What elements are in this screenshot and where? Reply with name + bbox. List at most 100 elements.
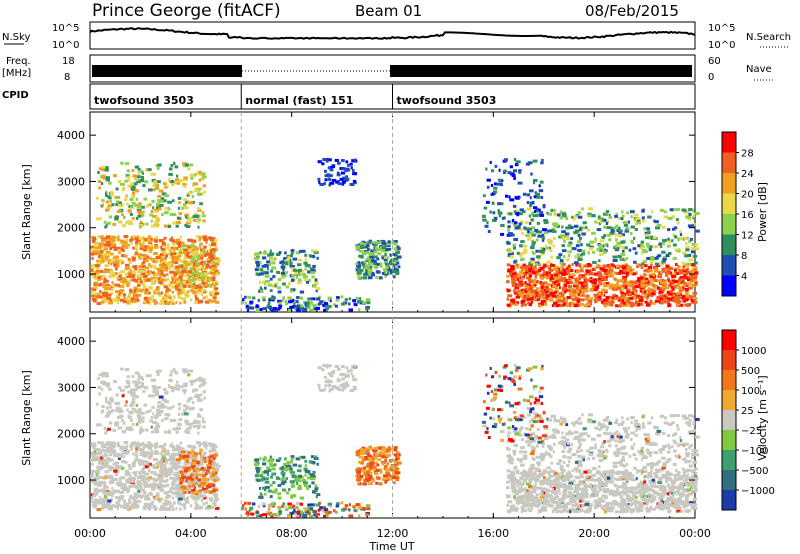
- power-cell: [657, 279, 662, 283]
- power-cell: [185, 253, 189, 257]
- velocity-cell: [142, 466, 146, 470]
- power-cell: [168, 178, 171, 182]
- velocity-cell: [314, 486, 319, 490]
- power-cell: [632, 247, 637, 251]
- velocity-cell: [191, 491, 196, 495]
- power-cell: [351, 159, 354, 163]
- power-cell: [178, 259, 183, 263]
- power-cell: [625, 256, 629, 260]
- power-cell: [506, 269, 512, 273]
- power-cell: [102, 293, 107, 297]
- power-cell: [688, 212, 692, 216]
- power-cell: [543, 302, 548, 306]
- power-cell: [547, 273, 551, 277]
- velocity-cell: [173, 477, 179, 481]
- power-cell: [137, 276, 142, 280]
- power-cell: [621, 214, 625, 218]
- power-cell: [646, 245, 651, 249]
- power-cell: [186, 216, 189, 220]
- power-cell: [534, 228, 539, 232]
- velocity-cell: [278, 457, 282, 461]
- power-cell: [520, 257, 525, 261]
- velocity-cell: [104, 396, 108, 400]
- power-cell: [141, 222, 145, 226]
- freq-label: Freq.: [6, 56, 31, 67]
- power-cell: [693, 261, 698, 265]
- power-cell: [94, 295, 98, 299]
- power-cell: [325, 308, 328, 312]
- velocity-cell: [128, 479, 131, 483]
- power-cell: [164, 296, 169, 300]
- power-cell: [536, 221, 540, 225]
- cpid-segment-label: twofsound 3503: [94, 94, 194, 107]
- velocity-cell: [101, 374, 105, 378]
- velocity-cell: [122, 454, 125, 458]
- power-cell: [115, 203, 118, 207]
- power-cell: [146, 245, 150, 249]
- power-cell: [162, 239, 166, 243]
- power-cell: [210, 243, 216, 247]
- velocity-cell: [131, 391, 136, 395]
- power-cell: [568, 241, 573, 245]
- power-cell: [512, 300, 516, 304]
- power-cell: [566, 250, 570, 254]
- power-cell: [364, 266, 368, 270]
- power-cell: [577, 286, 582, 290]
- velocity-cell: [120, 445, 125, 449]
- velocity-cell: [195, 470, 199, 474]
- velocity-cell: [108, 459, 112, 463]
- velocity-cell: [197, 494, 202, 498]
- velocity-cell: [186, 478, 190, 482]
- power-cell: [500, 232, 505, 236]
- velocity-cell: [155, 445, 158, 449]
- velocity-cell: [129, 494, 133, 498]
- power-cell: [384, 252, 387, 256]
- power-cell: [151, 224, 154, 228]
- power-cell: [196, 218, 201, 222]
- power-cell: [341, 159, 345, 163]
- power-cell: [553, 265, 558, 269]
- velocity-cell: [281, 469, 285, 473]
- power-cell: [568, 266, 572, 270]
- power-cell: [185, 224, 191, 228]
- velocity-cell: [160, 507, 165, 511]
- power-cell: [131, 271, 137, 275]
- nave-label: Nave: [746, 64, 772, 75]
- power-cell: [192, 173, 197, 177]
- velocity-cell: [163, 442, 167, 446]
- power-cell: [628, 271, 633, 275]
- power-cell: [584, 272, 588, 276]
- power-cell: [365, 298, 371, 302]
- velocity-cell: [135, 447, 138, 451]
- power-cell: [383, 261, 388, 265]
- velocity-cell: [106, 446, 111, 450]
- power-cell: [562, 297, 566, 301]
- power-cell: [550, 255, 554, 259]
- power-cell: [100, 252, 104, 256]
- velocity-cell: [107, 427, 111, 431]
- power-cell: [539, 180, 544, 184]
- power-cell: [198, 187, 203, 191]
- power-cell: [656, 296, 659, 300]
- power-cell: [637, 277, 641, 281]
- power-cell: [285, 258, 290, 262]
- power-cell: [356, 264, 362, 268]
- velocity-cell: [173, 419, 177, 423]
- power-cell: [620, 295, 625, 299]
- power-cell: [109, 299, 113, 303]
- velocity-cell: [151, 470, 154, 474]
- power-cell: [215, 282, 219, 286]
- velocity-cell: [127, 414, 131, 418]
- power-cell: [102, 252, 108, 256]
- power-cell: [323, 300, 326, 304]
- velocity-cell: [125, 469, 130, 473]
- power-cell: [184, 176, 189, 180]
- power-cell: [297, 278, 302, 282]
- power-cell: [373, 240, 379, 244]
- velocity-cell: [192, 495, 198, 499]
- power-cell: [579, 269, 584, 273]
- power-cell: [171, 276, 176, 280]
- power-cell: [524, 270, 529, 274]
- power-cell: [129, 212, 133, 216]
- power-cell: [630, 225, 636, 229]
